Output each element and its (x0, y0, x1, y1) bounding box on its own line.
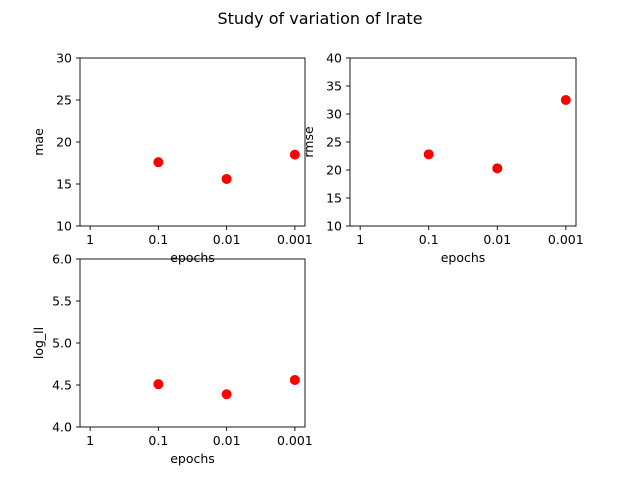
x-tick-label: 0.001 (548, 232, 584, 247)
y-tick-label: 15 (56, 177, 72, 192)
data-point (423, 149, 434, 160)
data-point (289, 374, 300, 385)
y-axis-label: mae (31, 128, 46, 156)
x-tick-label: 0.01 (213, 232, 241, 247)
x-tick-label: 0.1 (148, 232, 168, 247)
y-tick-label: 10 (326, 219, 342, 234)
data-point (221, 389, 232, 400)
y-tick-label: 5.5 (52, 294, 72, 309)
y-tick-label: 4.0 (52, 420, 72, 435)
x-axis-label: epochs (170, 451, 215, 466)
figure-title: Study of variation of lrate (217, 9, 422, 28)
x-tick-label: 1 (86, 433, 94, 448)
y-tick-label: 4.5 (52, 378, 72, 393)
y-tick-label: 30 (56, 51, 72, 66)
y-tick-label: 35 (326, 79, 342, 94)
y-tick-label: 15 (326, 191, 342, 206)
subplots: 1 0.1 0.01 0.001 10 15 20 25 30 epochs mae 1 0.1 0.01… (31, 51, 584, 467)
data-point (153, 379, 164, 390)
y-tick-label: 5.0 (52, 336, 72, 351)
y-tick-label: 20 (56, 135, 72, 150)
data-point (560, 95, 571, 105)
x-tick-label: 1 (86, 232, 94, 247)
x-tick-label: 0.1 (148, 433, 168, 448)
y-tick-label: 40 (326, 51, 342, 66)
y-tick-label: 30 (326, 107, 342, 122)
subplot-mae: 1 0.1 0.01 0.001 10 15 20 25 30 epochs mae (31, 51, 313, 266)
y-tick-label: 6.0 (52, 252, 72, 267)
data-point (153, 157, 164, 168)
subplot-log-ll: 1 0.1 0.01 0.001 4.0 4.5 5.0 5.5 6.0 epochs log_ll (31, 252, 313, 467)
x-tick-label: 0.001 (277, 433, 313, 448)
subplot-rmse: 1 0.1 0.01 0.001 10 15 20 25 30 35 40 epochs rmse (301, 51, 584, 266)
y-axis-label: log_ll (31, 327, 46, 359)
x-tick-label: 0.1 (419, 232, 439, 247)
data-point (492, 163, 503, 174)
data-point (289, 149, 300, 160)
x-axis-label: epochs (170, 250, 215, 265)
y-tick-label: 25 (56, 93, 72, 108)
y-tick-label: 10 (56, 219, 72, 234)
x-axis-label: epochs (441, 250, 486, 265)
y-axis-label: rmse (301, 126, 316, 158)
x-tick-label: 1 (356, 232, 364, 247)
x-tick-label: 0.01 (483, 232, 511, 247)
y-tick-label: 20 (326, 163, 342, 178)
y-tick-label: 25 (326, 135, 342, 150)
x-tick-label: 0.01 (213, 433, 241, 448)
data-point (221, 173, 232, 184)
x-tick-label: 0.001 (277, 232, 313, 247)
